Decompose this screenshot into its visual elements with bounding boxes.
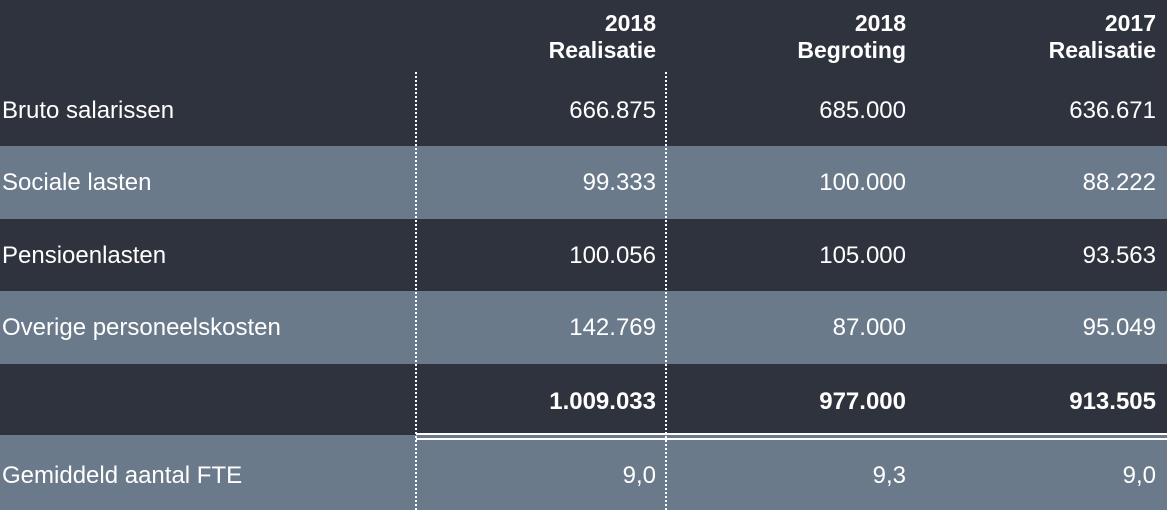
row-label: Pensioenlasten xyxy=(2,242,167,269)
row-value: 100.056 xyxy=(569,242,656,269)
column-header-2: 2018 Begroting xyxy=(666,10,906,64)
row-value: 87.000 xyxy=(832,314,906,341)
row-value: 142.769 xyxy=(569,314,656,341)
row-label: Bruto salarissen xyxy=(2,97,175,124)
row-value: 93.563 xyxy=(1082,242,1156,269)
total-value: 1.009.033 xyxy=(549,388,656,415)
column-header-1: 2018 Realisatie xyxy=(416,10,656,64)
row-value: 636.671 xyxy=(1069,97,1156,124)
table-row: Pensioenlasten 100.056 105.000 93.563 xyxy=(0,219,1167,291)
total-row: 1.009.033 977.000 913.505 xyxy=(0,364,1167,435)
column-divider xyxy=(665,72,667,510)
fte-value: 9,3 xyxy=(872,462,906,489)
column-header-year: 2018 xyxy=(604,10,656,36)
row-value: 88.222 xyxy=(1082,169,1156,196)
table-row: Sociale lasten 99.333 100.000 88.222 xyxy=(0,146,1167,219)
column-header-type: Realisatie xyxy=(548,37,656,63)
column-header-year: 2017 xyxy=(1104,10,1156,36)
row-value: 95.049 xyxy=(1082,314,1156,341)
row-label: Overige personeelskosten xyxy=(2,314,281,341)
row-value: 666.875 xyxy=(569,97,656,124)
row-value: 105.000 xyxy=(819,242,906,269)
total-value: 913.505 xyxy=(1069,388,1156,415)
column-header-3: 2017 Realisatie xyxy=(916,10,1156,64)
fte-row: Gemiddeld aantal FTE 9,0 9,3 9,0 xyxy=(0,435,1167,510)
row-value: 99.333 xyxy=(582,169,656,196)
row-value: 685.000 xyxy=(819,97,906,124)
column-divider xyxy=(415,72,417,510)
column-header-year: 2018 xyxy=(854,10,906,36)
row-value: 100.000 xyxy=(819,169,906,196)
column-header-type: Realisatie xyxy=(1048,37,1156,63)
double-rule-divider xyxy=(416,433,1167,440)
total-value: 977.000 xyxy=(819,388,906,415)
table-header: 2018 Realisatie 2018 Begroting 2017 Real… xyxy=(0,0,1167,72)
fte-label: Gemiddeld aantal FTE xyxy=(2,462,243,489)
table-row: Bruto salarissen 666.875 685.000 636.671 xyxy=(0,72,1167,146)
table-row: Overige personeelskosten 142.769 87.000 … xyxy=(0,291,1167,364)
row-label: Sociale lasten xyxy=(2,169,152,196)
column-header-type: Begroting xyxy=(797,37,906,63)
fte-value: 9,0 xyxy=(622,462,656,489)
fte-value: 9,0 xyxy=(1122,462,1156,489)
